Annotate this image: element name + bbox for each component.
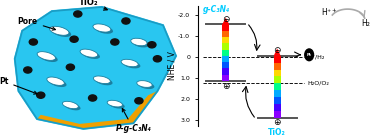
Ellipse shape (131, 38, 147, 46)
Bar (222, 43, 229, 50)
Ellipse shape (37, 52, 56, 60)
Bar (222, 50, 229, 56)
Text: Pt: Pt (0, 77, 37, 94)
Bar (222, 24, 229, 31)
Ellipse shape (50, 26, 69, 35)
Bar (274, 63, 281, 70)
Bar (222, 37, 229, 43)
Bar (222, 56, 229, 62)
Bar (222, 68, 229, 75)
Text: Pt: Pt (307, 53, 311, 57)
Y-axis label: NHE / V: NHE / V (167, 51, 177, 80)
Text: ⊖: ⊖ (222, 15, 229, 24)
Text: TiO₂: TiO₂ (268, 128, 286, 137)
Text: H₂: H₂ (361, 19, 370, 28)
Circle shape (148, 42, 156, 48)
Ellipse shape (137, 81, 152, 87)
Text: ⊕: ⊕ (273, 118, 281, 127)
Circle shape (111, 39, 119, 45)
Bar (274, 104, 281, 111)
Bar (222, 31, 229, 37)
Bar (274, 70, 281, 76)
Ellipse shape (49, 79, 67, 87)
Bar (274, 97, 281, 104)
Polygon shape (274, 48, 281, 56)
Circle shape (24, 67, 32, 73)
Bar (222, 62, 229, 68)
Bar (274, 76, 281, 83)
Bar (274, 56, 281, 63)
Circle shape (70, 36, 78, 42)
Ellipse shape (82, 51, 100, 59)
Ellipse shape (93, 24, 111, 32)
Ellipse shape (47, 77, 64, 85)
Text: g-C₃N₄: g-C₃N₄ (203, 5, 231, 14)
Circle shape (66, 64, 74, 70)
Bar (274, 111, 281, 118)
Circle shape (29, 39, 37, 45)
Text: ⊖: ⊖ (273, 46, 281, 55)
Ellipse shape (39, 53, 58, 62)
Ellipse shape (133, 40, 149, 47)
Ellipse shape (109, 102, 125, 109)
Ellipse shape (95, 26, 113, 34)
Bar (274, 90, 281, 97)
Polygon shape (37, 91, 157, 129)
Ellipse shape (139, 82, 154, 89)
Bar (222, 75, 229, 81)
Polygon shape (15, 7, 176, 129)
Text: H⁺/H₂: H⁺/H₂ (308, 54, 325, 59)
Ellipse shape (96, 78, 113, 85)
Ellipse shape (52, 28, 71, 37)
Circle shape (74, 11, 82, 17)
Circle shape (88, 95, 97, 101)
Circle shape (153, 56, 161, 62)
Ellipse shape (123, 61, 140, 68)
Text: ⊕: ⊕ (222, 82, 229, 91)
Circle shape (135, 98, 143, 104)
Text: P-g-C₃N₄: P-g-C₃N₄ (115, 108, 151, 133)
Bar (274, 83, 281, 90)
Circle shape (122, 18, 130, 24)
Ellipse shape (65, 103, 81, 110)
Text: H⁺$^+$: H⁺$^+$ (321, 6, 338, 18)
Text: TiO₂: TiO₂ (79, 0, 107, 10)
Text: Pore: Pore (18, 17, 56, 30)
Text: H₂O/O₂: H₂O/O₂ (308, 80, 330, 85)
Ellipse shape (121, 59, 138, 67)
Ellipse shape (107, 100, 122, 107)
Circle shape (37, 92, 45, 98)
Ellipse shape (62, 101, 78, 109)
Ellipse shape (80, 49, 98, 57)
Polygon shape (222, 18, 229, 24)
Ellipse shape (93, 76, 110, 84)
Circle shape (305, 49, 313, 61)
